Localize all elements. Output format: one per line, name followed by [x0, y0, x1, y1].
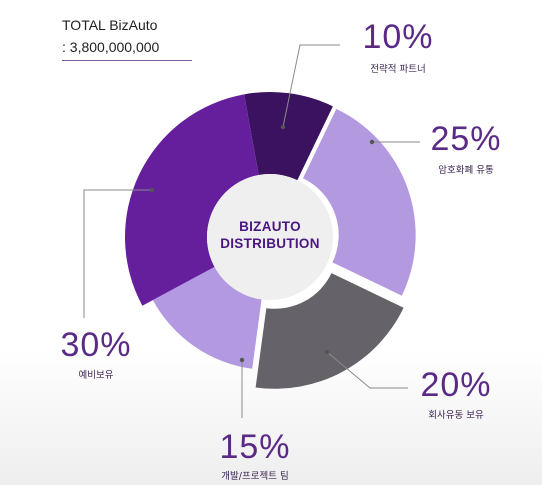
- slice-percent-label: 20%: [420, 366, 491, 404]
- slice-category-label: 회사유동 보유: [428, 410, 484, 421]
- leader-line-1: [282, 44, 340, 128]
- slice-percent-label: 10%: [362, 18, 433, 56]
- slice-1: [244, 92, 333, 181]
- donut-hole: [207, 174, 333, 300]
- slices-group: [125, 92, 416, 389]
- center-title-line1: BIZAUTO: [239, 219, 301, 234]
- slice-percent-label: 30%: [60, 326, 131, 364]
- leader-dot-4: [239, 357, 245, 363]
- slice-percent-label: 25%: [430, 120, 501, 158]
- total-title: TOTAL BizAuto: [62, 17, 158, 33]
- leader-line-3: [326, 351, 408, 389]
- slice-3: [255, 273, 404, 389]
- leader-line-5: [83, 189, 152, 318]
- leader-dot-2: [369, 139, 375, 145]
- slice-category-label: 암호화폐 유통: [438, 164, 494, 176]
- slice-2: [302, 108, 416, 296]
- slice-5: [125, 94, 259, 306]
- center-title-line2: DISTRIBUTION: [220, 236, 320, 251]
- slice-category-label: 개발/프로젝트 팀: [221, 470, 288, 482]
- slice-category-label: 예비보유: [79, 370, 114, 381]
- leader-dot-3: [324, 349, 330, 355]
- slice-percent-label: 15%: [219, 428, 290, 466]
- leader-dot-5: [149, 187, 155, 193]
- total-value: : 3,800,000,000: [62, 39, 160, 55]
- slice-category-label: 전략적 파트너: [370, 63, 425, 75]
- annotations-group: 10% 전략적 파트너 25% 암호화폐 유통 20% 회사유동 보유 15% 개발/프로젝트…: [60, 18, 501, 482]
- leader-dot-1: [280, 124, 286, 130]
- total-summary: TOTAL BizAuto : 3,800,000,000: [62, 16, 159, 57]
- slice-4: [152, 266, 262, 369]
- header-divider: [62, 60, 192, 61]
